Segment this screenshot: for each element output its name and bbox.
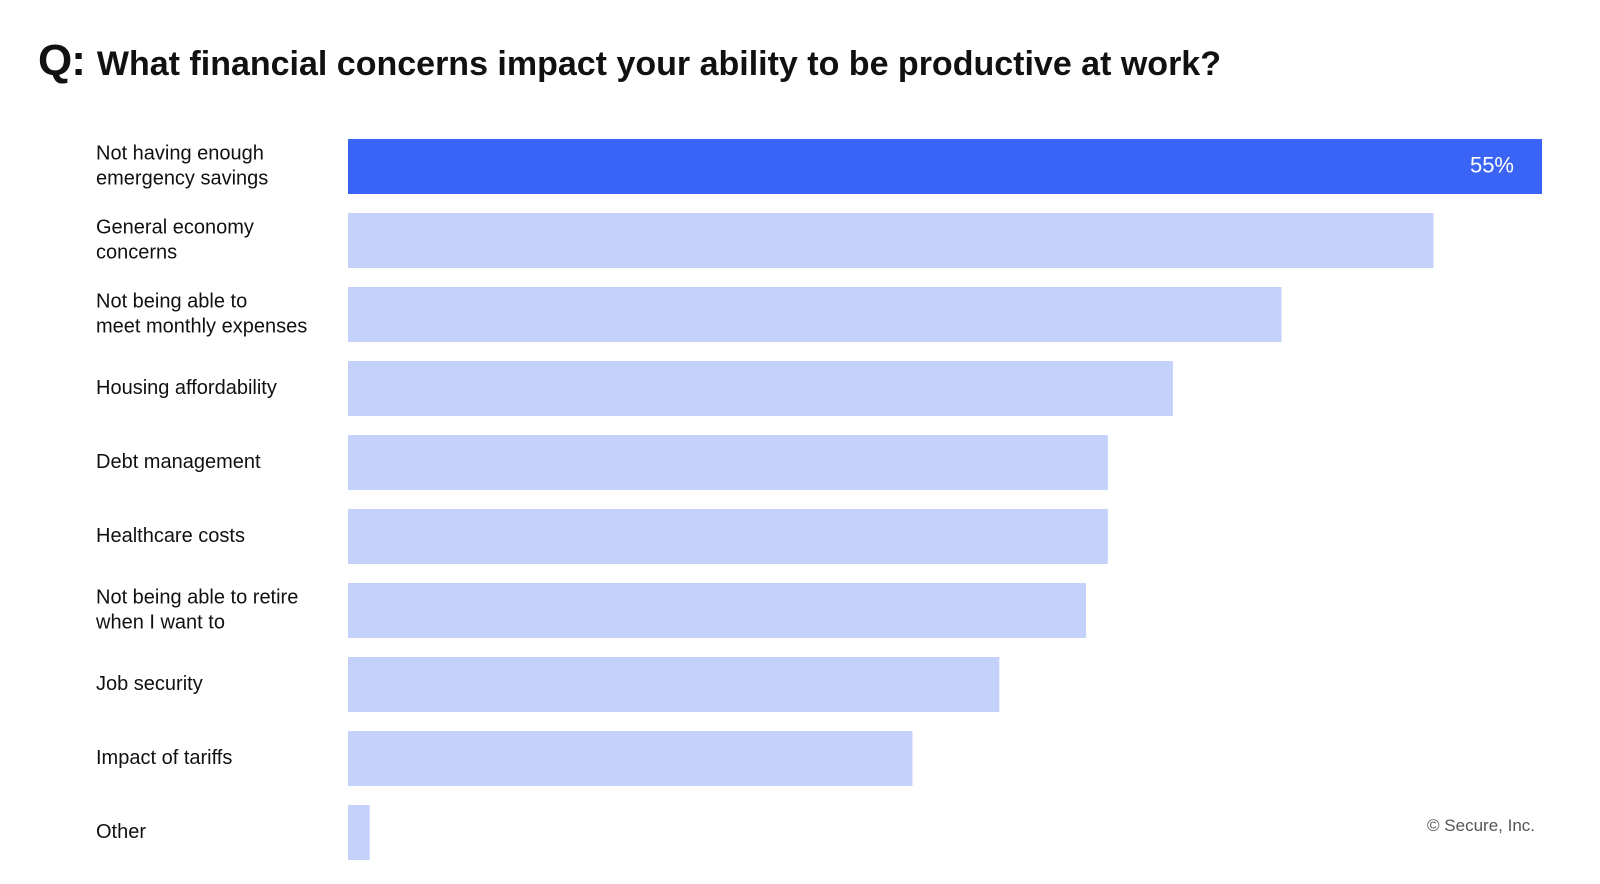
chart-header: Q: What financial concerns impact your a… [38, 36, 1221, 86]
bar-4 [348, 435, 1108, 490]
value-label-0: 55% [1470, 152, 1514, 177]
category-label-0: Not having enough emergency savings [96, 142, 268, 189]
category-label-4: Debt management [96, 451, 261, 473]
chart-title: What financial concerns impact your abil… [96, 45, 1221, 83]
category-label-5: Healthcare costs [96, 525, 245, 547]
category-label-2: Not being able to meet monthly expenses [96, 290, 307, 337]
category-label-1: General economy concerns [96, 216, 254, 263]
bar-2 [348, 287, 1282, 342]
bar-0 [348, 139, 1542, 194]
bar-7 [348, 657, 1000, 712]
bar-5 [348, 509, 1108, 564]
category-label-6: Not being able to retire when I want to [95, 586, 298, 633]
bar-1 [348, 213, 1434, 268]
bar-9 [348, 805, 370, 860]
bar-8 [348, 731, 913, 786]
category-label-8: Impact of tariffs [96, 747, 232, 769]
bar-6 [348, 583, 1087, 638]
category-label-3: Housing affordability [96, 377, 277, 399]
bar-3 [348, 361, 1173, 416]
copyright-text: © Secure, Inc. [1427, 816, 1535, 835]
question-label: Q: [38, 36, 86, 85]
category-label-9: Other [96, 821, 146, 843]
category-label-7: Job security [96, 673, 203, 695]
